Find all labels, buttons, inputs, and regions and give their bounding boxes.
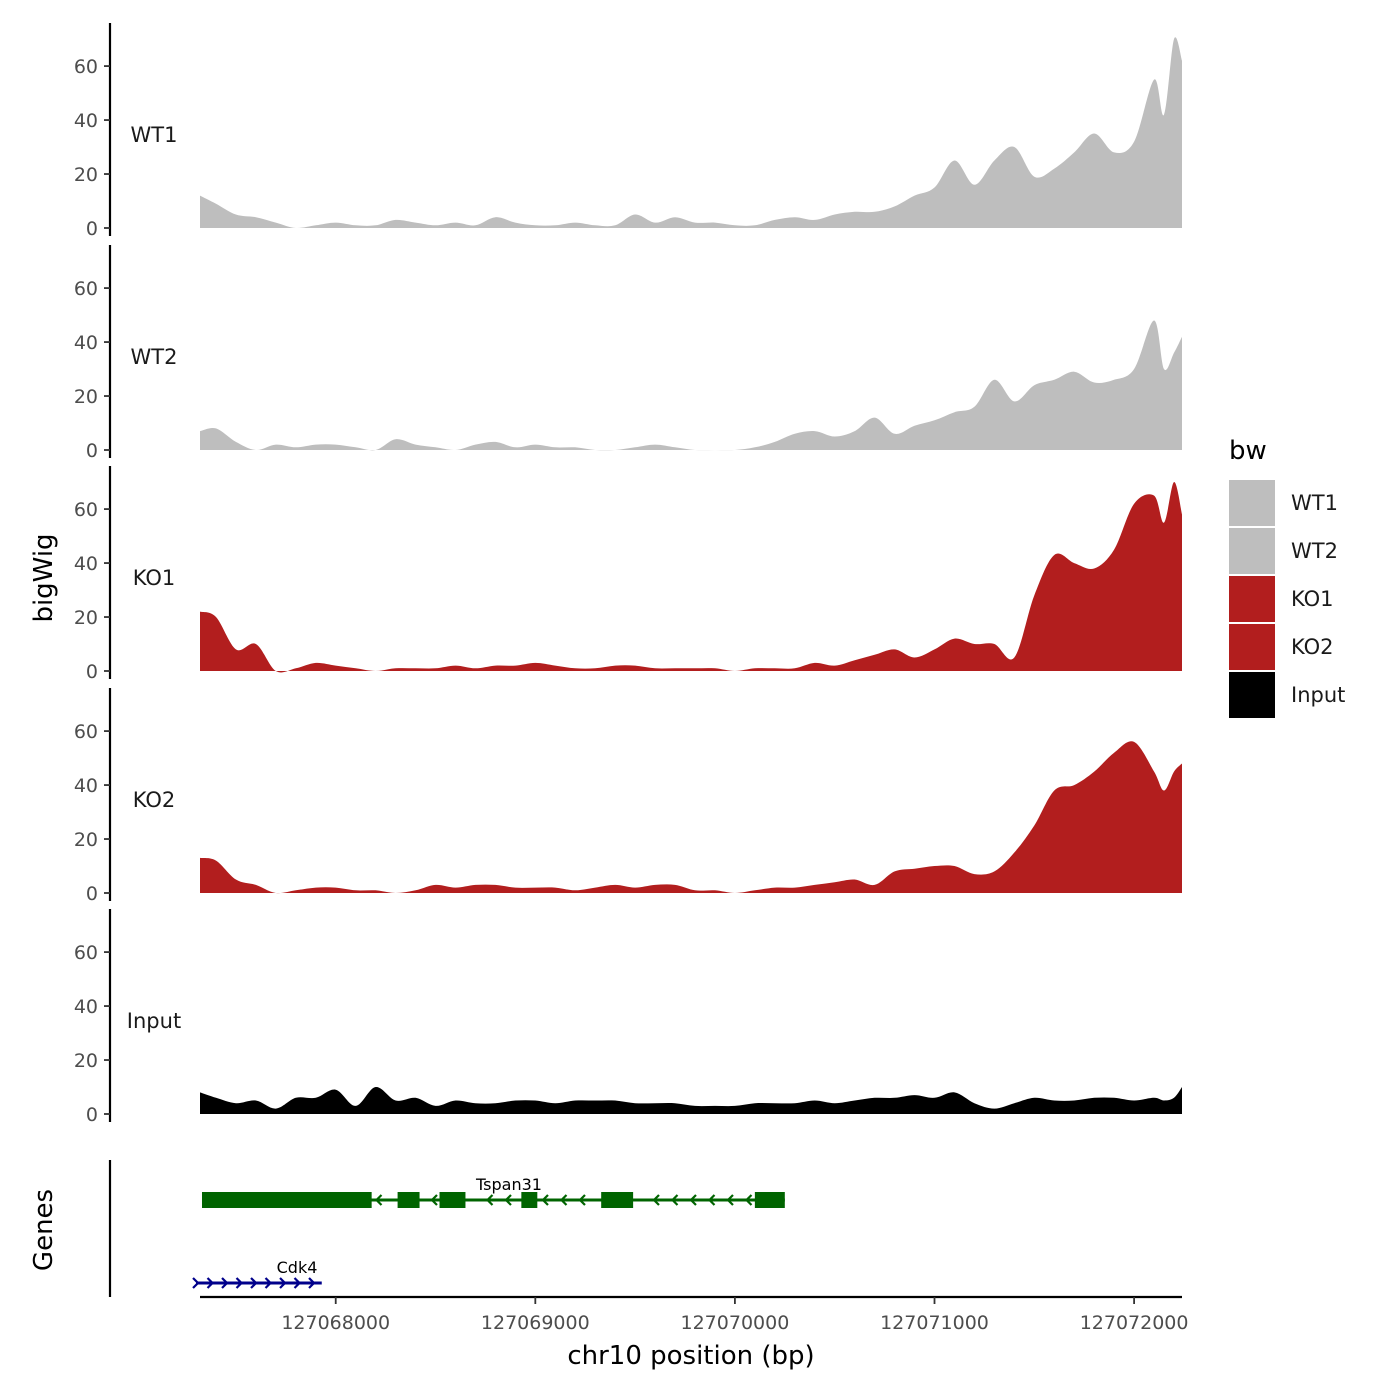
strand-chevron (221, 1277, 229, 1289)
x-axis-title: chr10 position (bp) (567, 1341, 814, 1371)
strand-chevron (707, 1194, 716, 1206)
y-tick-label: 40 (74, 775, 98, 797)
y-tick-label: 0 (86, 440, 98, 462)
x-tick-label: 127071000 (880, 1312, 989, 1334)
strand-chevron (578, 1194, 586, 1206)
track-label-wt2: WT2 (131, 345, 178, 369)
panel-ko1: 0 20 40 60 KO1 (74, 466, 1182, 683)
y-tick-label: 60 (74, 721, 98, 743)
gene-exon (439, 1192, 466, 1208)
gene-exon (521, 1192, 538, 1208)
y-axis-title: bigWig (29, 533, 59, 622)
gene-label: Cdk4 (277, 1258, 318, 1277)
track-label-ko1: KO1 (133, 566, 176, 590)
y-tick-label: 20 (74, 1050, 98, 1072)
track-label-input: Input (127, 1009, 181, 1033)
signal-area-input (200, 1086, 1182, 1114)
strand-chevron (652, 1194, 660, 1206)
y-tick-label: 0 (86, 883, 98, 905)
legend-swatch-input (1229, 672, 1275, 718)
x-axis: 127068000 127069000 127070000 127071000 1270… (200, 1295, 1189, 1371)
strand-chevron (689, 1194, 697, 1206)
strand-chevron (264, 1277, 273, 1289)
legend-label-wt2: WT2 (1291, 539, 1338, 563)
legend: bw WT1 WT2 KO1 KO2 Input (1229, 436, 1345, 718)
x-tick-label: 127072000 (1080, 1312, 1189, 1334)
strand-chevron (430, 1194, 438, 1206)
strand-chevron (192, 1277, 200, 1289)
signal-area-ko1 (200, 482, 1182, 673)
gene-tspan31: Tspan31 (201, 1175, 785, 1208)
panel-ko2: 0 20 40 60 KO2 (74, 688, 1182, 905)
panel-wt1: 0 20 40 60 WT1 (74, 23, 1182, 240)
legend-swatch-wt1 (1229, 480, 1275, 526)
strand-chevron (308, 1277, 316, 1289)
signal-area-wt1 (200, 37, 1182, 229)
panel-input: 0 20 40 60 Input (74, 909, 1182, 1126)
strand-chevron (744, 1194, 753, 1206)
x-tick-label: 127070000 (681, 1312, 790, 1334)
y-tick-label: 20 (74, 386, 98, 408)
genes-track-title: Genes (29, 1189, 59, 1271)
strand-chevron (726, 1194, 734, 1206)
strand-chevron (250, 1277, 258, 1289)
strand-chevron (374, 1194, 383, 1206)
legend-label-ko2: KO2 (1291, 635, 1334, 659)
panel-wt2: 0 20 40 60 WT2 (74, 245, 1182, 462)
strand-chevron (206, 1277, 215, 1289)
gene-exon (201, 1192, 372, 1208)
strand-chevron (541, 1194, 549, 1206)
y-tick-label: 40 (74, 553, 98, 575)
gene-label: Tspan31 (475, 1175, 542, 1194)
legend-swatch-ko2 (1229, 624, 1275, 670)
legend-swatch-wt2 (1229, 528, 1275, 574)
y-tick-label: 40 (74, 332, 98, 354)
strand-chevron (504, 1194, 512, 1206)
strand-chevron (559, 1194, 568, 1206)
y-tick-label: 20 (74, 164, 98, 186)
y-tick-label: 0 (86, 1104, 98, 1126)
strand-chevron (485, 1194, 494, 1206)
gene-exon (601, 1192, 634, 1208)
legend-swatch-ko1 (1229, 576, 1275, 622)
track-label-ko2: KO2 (133, 788, 176, 812)
legend-label-ko1: KO1 (1291, 587, 1334, 611)
y-tick-label: 0 (86, 661, 98, 683)
y-tick-label: 60 (74, 499, 98, 521)
track-label-wt1: WT1 (131, 123, 178, 147)
y-tick-label: 60 (74, 278, 98, 300)
y-tick-label: 40 (74, 110, 98, 132)
strand-chevron (235, 1277, 244, 1289)
y-tick-label: 60 (74, 942, 98, 964)
genes-panel: Genes Tspan31 Cdk4 (29, 1160, 785, 1297)
strand-chevron (293, 1277, 302, 1289)
x-tick-label: 127068000 (281, 1312, 390, 1334)
y-tick-label: 40 (74, 996, 98, 1018)
gene-exon (397, 1192, 420, 1208)
y-tick-label: 20 (74, 607, 98, 629)
strand-chevron (279, 1277, 287, 1289)
signal-area-wt2 (200, 320, 1182, 451)
legend-title: bw (1229, 436, 1267, 466)
y-tick-label: 60 (74, 56, 98, 78)
y-tick-label: 0 (86, 218, 98, 240)
legend-label-wt1: WT1 (1291, 491, 1338, 515)
signal-area-ko2 (200, 741, 1182, 894)
gene-exon (754, 1192, 785, 1208)
legend-label-input: Input (1291, 683, 1345, 707)
y-tick-label: 20 (74, 829, 98, 851)
strand-chevron (670, 1194, 679, 1206)
gene-cdk4: Cdk4 (192, 1258, 322, 1289)
x-tick-label: 127069000 (481, 1312, 590, 1334)
